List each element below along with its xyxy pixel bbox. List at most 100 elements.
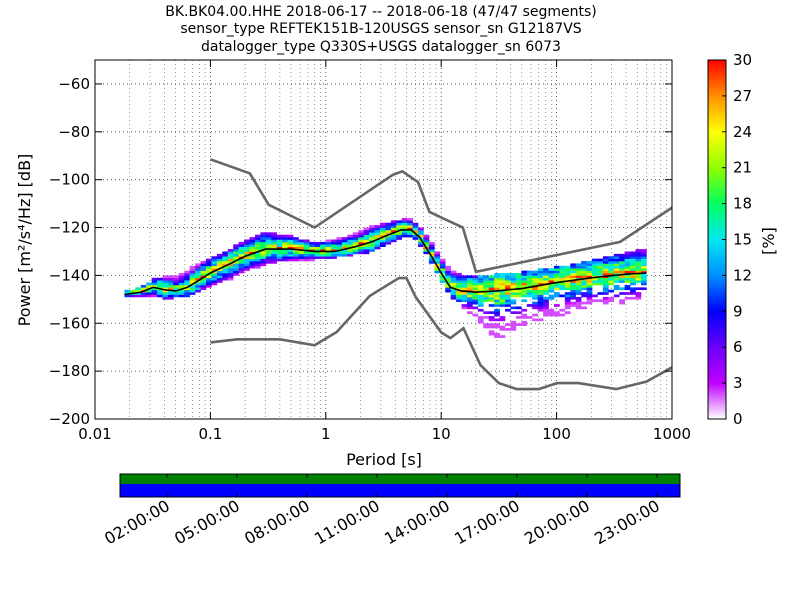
heatmap-cell xyxy=(575,280,582,283)
heatmap-cell xyxy=(570,294,577,298)
heatmap-cell xyxy=(505,273,511,276)
heatmap-cell xyxy=(624,268,631,271)
heatmap-cell xyxy=(548,268,555,271)
heatmap-cell xyxy=(222,268,229,271)
heatmap-cell xyxy=(369,229,375,233)
heatmap-cell xyxy=(178,292,185,295)
heatmap-cell xyxy=(570,287,577,291)
heatmap-cell xyxy=(434,258,441,262)
heatmap-cell xyxy=(151,277,158,281)
heatmap-cell xyxy=(276,237,283,240)
colorbar-tick-label: 18 xyxy=(733,195,752,213)
heatmap-cell xyxy=(630,258,636,262)
heatmap-cell xyxy=(564,270,571,274)
heatmap-cell xyxy=(472,306,479,310)
heatmap-cell xyxy=(472,292,479,295)
heatmap-cell xyxy=(206,268,212,271)
heatmap-cell xyxy=(564,296,571,300)
heatmap-cell xyxy=(233,244,239,247)
heatmap-cell xyxy=(178,284,185,288)
heatmap-cell xyxy=(265,246,272,250)
heatmap-cell xyxy=(276,253,283,257)
heatmap-cell xyxy=(407,220,413,224)
heatmap-cell xyxy=(379,225,386,228)
heatmap-cell xyxy=(189,280,196,283)
heatmap-cell xyxy=(461,287,468,291)
heatmap-cell xyxy=(553,294,560,298)
heatmap-cell xyxy=(488,299,495,303)
heatmap-cell xyxy=(189,284,196,288)
heatmap-cell xyxy=(461,282,468,286)
heatmap-cell xyxy=(271,234,277,238)
heatmap-cell xyxy=(390,239,397,243)
heatmap-cell xyxy=(608,265,615,269)
heatmap-cell xyxy=(369,241,375,245)
heatmap-cell xyxy=(608,268,615,271)
heatmap-cell xyxy=(222,270,229,274)
heatmap-cell xyxy=(195,287,201,291)
heatmap-cell xyxy=(320,251,326,255)
heatmap-cell xyxy=(320,241,326,245)
heatmap-cell xyxy=(314,256,321,259)
heatmap-cell xyxy=(276,244,283,247)
heatmap-cell xyxy=(341,246,348,250)
heatmap-cell xyxy=(216,253,223,257)
heatmap-cell xyxy=(412,229,419,233)
heatmap-cell xyxy=(271,261,277,264)
heatmap-cell xyxy=(374,225,381,228)
heatmap-cell xyxy=(369,232,375,236)
heatmap-cell xyxy=(548,284,555,288)
heatmap-cell xyxy=(222,277,229,281)
heatmap-cell xyxy=(222,273,229,276)
heatmap-cell xyxy=(206,275,212,279)
heatmap-cell xyxy=(640,256,647,259)
heatmap-cell xyxy=(227,275,234,279)
heatmap-cell xyxy=(564,301,571,305)
heatmap-cell xyxy=(602,280,609,283)
heatmap-cell xyxy=(184,270,190,274)
heatmap-cell xyxy=(260,237,267,240)
heatmap-cell xyxy=(537,277,544,281)
heatmap-cell xyxy=(244,268,250,271)
heatmap-cell xyxy=(434,261,441,264)
heatmap-cell xyxy=(613,258,620,262)
heatmap-cell xyxy=(287,246,294,250)
heatmap-cell xyxy=(515,306,522,310)
heatmap-cell xyxy=(613,275,620,279)
heatmap-cell xyxy=(570,270,577,274)
heatmap-cell xyxy=(521,323,528,326)
heatmap-cell xyxy=(586,296,593,300)
heatmap-cell xyxy=(570,268,577,271)
timeline-tick-label: 17:00:00 xyxy=(451,496,523,548)
heatmap-cell xyxy=(331,256,337,259)
heatmap-cell xyxy=(494,280,500,283)
heatmap-cell xyxy=(499,301,506,305)
heatmap-cell xyxy=(559,265,566,269)
heatmap-cell xyxy=(162,275,169,279)
heatmap-cell xyxy=(505,292,511,295)
heatmap-cell xyxy=(602,287,609,291)
heatmap-cell xyxy=(341,244,348,247)
heatmap-cell xyxy=(379,222,386,226)
heatmap-cell xyxy=(287,258,294,262)
heatmap-cell xyxy=(341,237,348,240)
heatmap-cell xyxy=(640,273,647,276)
heatmap-cell xyxy=(254,253,261,257)
heatmap-cell xyxy=(227,258,234,262)
coverage-bar-bottom xyxy=(120,484,680,497)
heatmap-cell xyxy=(390,232,397,236)
heatmap-cell xyxy=(640,251,647,255)
heatmap-cell xyxy=(189,273,196,276)
heatmap-cell xyxy=(184,275,190,279)
heatmap-cell xyxy=(254,258,261,262)
heatmap-cell xyxy=(379,232,386,236)
heatmap-cell xyxy=(537,282,544,286)
heatmap-cell xyxy=(472,294,479,298)
heatmap-cell xyxy=(483,287,490,291)
heatmap-cell xyxy=(548,294,555,298)
heatmap-cell xyxy=(293,249,299,252)
heatmap-cell xyxy=(515,294,522,298)
heatmap-cell xyxy=(488,325,495,329)
heatmap-cell xyxy=(222,265,229,269)
heatmap-cell xyxy=(206,270,212,274)
